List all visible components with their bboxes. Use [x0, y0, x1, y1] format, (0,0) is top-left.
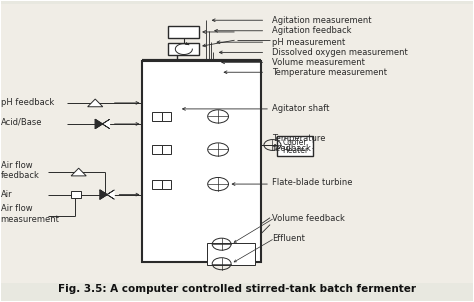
Text: Cooler: Cooler [283, 138, 307, 147]
Bar [71, 191, 81, 198]
Polygon shape [100, 190, 107, 199]
Bar [208, 243, 255, 265]
Text: Flate-blade turbine: Flate-blade turbine [273, 178, 353, 187]
Text: Agitator shaft: Agitator shaft [273, 104, 330, 114]
Polygon shape [71, 168, 86, 176]
Text: Temperature
feedback: Temperature feedback [273, 134, 326, 153]
Text: Volume feedback: Volume feedback [273, 214, 346, 223]
Bar [277, 136, 313, 156]
Text: pH measurement: pH measurement [273, 38, 346, 47]
Polygon shape [88, 99, 103, 107]
Bar [152, 145, 162, 154]
Polygon shape [102, 119, 109, 128]
Text: Volume measurement: Volume measurement [273, 58, 365, 67]
Bar [162, 145, 171, 154]
Text: Acid/Base: Acid/Base [0, 118, 42, 127]
Bar [143, 61, 261, 262]
Text: Air flow
feedback: Air flow feedback [0, 161, 39, 180]
Text: Heater: Heater [282, 146, 308, 155]
Bar [168, 43, 199, 55]
Bar [162, 180, 171, 188]
Polygon shape [95, 119, 102, 128]
Bar [152, 180, 162, 188]
Text: Agitation measurement: Agitation measurement [273, 16, 372, 25]
Text: Dissolved oxygen measurement: Dissolved oxygen measurement [273, 48, 408, 57]
Text: Fig. 3.5: A computer controlled stirred-tank batch fermenter: Fig. 3.5: A computer controlled stirred-… [58, 284, 416, 294]
Text: Agitation feedback: Agitation feedback [273, 26, 352, 35]
Bar [152, 112, 162, 121]
Text: Effluent: Effluent [273, 234, 305, 243]
Bar [168, 26, 199, 38]
Bar [162, 112, 171, 121]
Polygon shape [107, 190, 114, 199]
Text: Air flow
measurement: Air flow measurement [0, 204, 60, 224]
Text: Air: Air [0, 190, 12, 199]
Text: pH feedback: pH feedback [0, 98, 54, 108]
Text: Temperature measurement: Temperature measurement [273, 68, 387, 77]
